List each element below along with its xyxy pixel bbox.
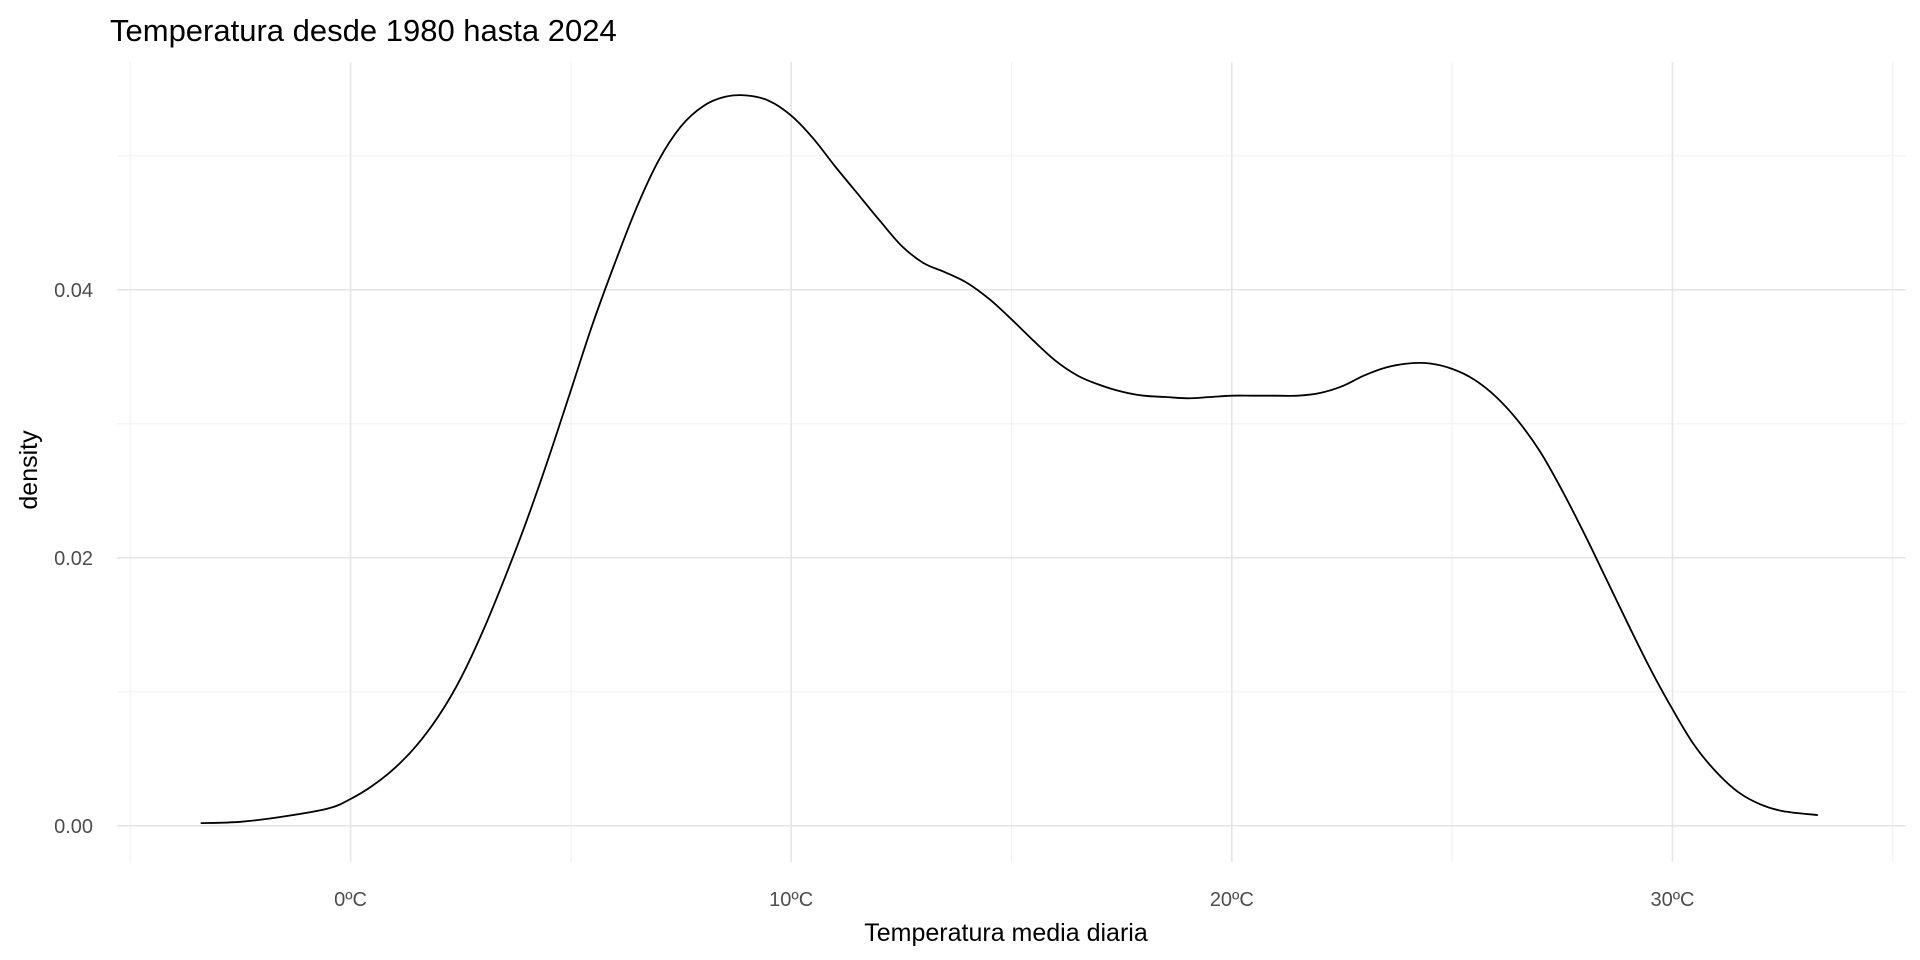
density-curve	[200, 94, 1819, 824]
y-axis-ticks: 0.00 0.02 0.04	[54, 280, 93, 838]
y-axis-label: density	[15, 430, 43, 510]
y-tick-label: 0.02	[54, 548, 93, 570]
chart-title: Temperatura desde 1980 hasta 2024	[110, 13, 617, 48]
x-tick-label: 10ºC	[769, 889, 813, 911]
grid	[117, 62, 1906, 862]
x-axis-ticks: 0ºC 10ºC 20ºC 30ºC	[334, 889, 1694, 911]
x-tick-label: 30ºC	[1650, 889, 1694, 911]
x-tick-label: 0ºC	[334, 889, 367, 911]
x-axis-label: Temperatura media diaria	[864, 919, 1148, 947]
y-tick-label: 0.04	[54, 280, 93, 302]
y-tick-label: 0.00	[54, 816, 93, 838]
x-tick-label: 20ºC	[1210, 889, 1254, 911]
